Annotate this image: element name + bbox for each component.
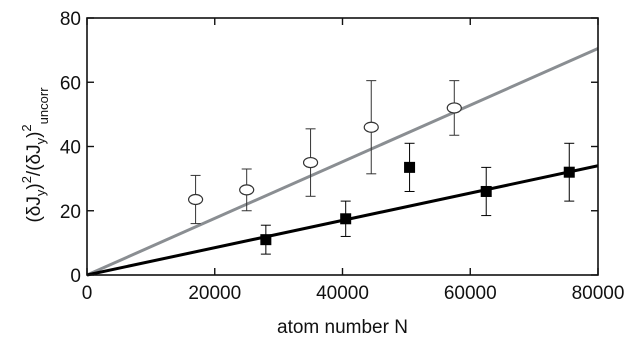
y-tick-label-4: 80	[60, 9, 81, 30]
y-axis-label-sub-y: y	[33, 189, 48, 196]
y-tick-label-2: 40	[60, 138, 81, 159]
data-point-circle-5	[446, 102, 462, 114]
y-tick-label-3: 60	[60, 73, 81, 94]
data-point-square-5	[563, 166, 575, 178]
ticks-layer: 0 20000 40000 60000 80000 0 20 40 60 80	[60, 9, 625, 304]
y-axis-label-ratio-open: /(δJ	[24, 144, 45, 176]
error-bars-layer	[190, 80, 575, 255]
x-tick-label-0: 0	[82, 283, 93, 304]
fit-lines-layer	[86, 47, 599, 277]
data-point-circle-2	[239, 184, 255, 196]
y-tick-label-0: 0	[70, 266, 81, 287]
y-axis-label-sup-2b: 2	[19, 124, 34, 131]
x-axis-label: atom number N	[277, 317, 408, 338]
data-point-square-1	[260, 234, 272, 246]
y-axis-label-sup-2: 2	[19, 176, 34, 183]
x-tick-label-2: 40000	[316, 283, 369, 304]
y-axis-label-sub-uncorr: uncorr	[36, 87, 51, 125]
y-axis-label-sub-y2: y	[33, 137, 48, 144]
y-axis-label-close: )	[24, 183, 45, 189]
x-tick-label-1: 20000	[188, 283, 241, 304]
data-point-circle-4	[363, 121, 379, 133]
fit-line-1	[86, 47, 599, 277]
data-point-square-3	[404, 161, 416, 173]
y-axis-label-close2: )	[24, 132, 45, 138]
y-axis-label: (δJy)2/(δJy)2uncorr	[19, 87, 51, 223]
data-point-square-2	[340, 213, 352, 225]
markers-layer	[187, 102, 575, 246]
y-tick-label-1: 20	[60, 202, 81, 223]
x-tick-label-4: 80000	[572, 283, 625, 304]
data-point-circle-3	[302, 156, 319, 169]
data-point-square-4	[480, 185, 492, 197]
svg-text:(δJy)2/(δJy)2uncorr: (δJy)2/(δJy)2uncorr	[19, 87, 51, 223]
data-point-circle-1	[187, 193, 204, 206]
x-tick-label-3: 60000	[444, 283, 497, 304]
y-axis-label-open: (δJ	[24, 196, 45, 222]
